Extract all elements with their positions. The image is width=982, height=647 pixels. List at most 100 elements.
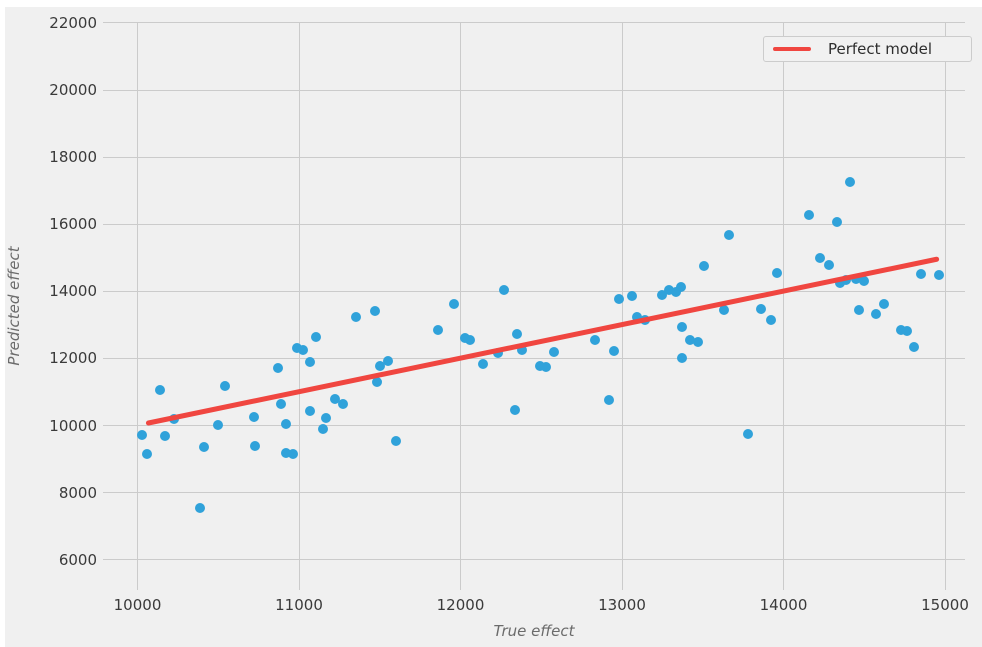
figure-background bbox=[5, 7, 982, 647]
scatter-point bbox=[465, 335, 476, 346]
scatter-point bbox=[684, 334, 695, 345]
legend: Perfect model bbox=[763, 36, 972, 62]
scatter-point bbox=[541, 362, 552, 373]
y-gridline bbox=[103, 357, 965, 359]
scatter-point bbox=[382, 355, 393, 366]
scatter-point bbox=[291, 342, 302, 353]
scatter-point bbox=[276, 398, 287, 409]
y-tick-label: 20000 bbox=[49, 81, 97, 99]
scatter-point bbox=[287, 449, 298, 460]
scatter-point bbox=[155, 384, 166, 395]
y-tick-label: 10000 bbox=[49, 416, 97, 435]
scatter-point bbox=[492, 348, 503, 359]
scatter-point bbox=[512, 328, 523, 339]
x-axis-label: True effect bbox=[493, 622, 575, 640]
scatter-point bbox=[676, 321, 687, 332]
scatter-point bbox=[318, 423, 329, 434]
scatter-point bbox=[374, 361, 385, 372]
scatter-point bbox=[656, 290, 667, 301]
scatter-point bbox=[281, 419, 292, 430]
scatter-point bbox=[765, 314, 776, 325]
y-axis-label: Predicted effect bbox=[5, 246, 23, 366]
x-gridline bbox=[944, 22, 946, 590]
scatter-point bbox=[351, 311, 362, 322]
scatter-point bbox=[589, 335, 600, 346]
scatter-point bbox=[432, 324, 443, 335]
y-gridline bbox=[103, 492, 965, 494]
scatter-point bbox=[859, 275, 870, 286]
y-gridline bbox=[103, 290, 965, 292]
scatter-point bbox=[878, 298, 889, 309]
y-gridline bbox=[103, 22, 965, 24]
x-tick-label: 10000 bbox=[113, 596, 162, 614]
y-gridline bbox=[103, 89, 965, 91]
scatter-point bbox=[902, 326, 913, 337]
scatter-point bbox=[321, 413, 332, 424]
scatter-point bbox=[772, 267, 783, 278]
scatter-point bbox=[371, 377, 382, 388]
scatter-point bbox=[305, 406, 316, 417]
scatter-point bbox=[699, 261, 710, 272]
y-tick-label: 16000 bbox=[49, 215, 97, 234]
scatter-point bbox=[844, 176, 855, 187]
legend-label: Perfect model bbox=[828, 40, 933, 58]
scatter-point bbox=[718, 304, 729, 315]
scatter-point bbox=[671, 286, 682, 297]
legend-line-sample bbox=[773, 47, 811, 51]
x-tick-label: 15000 bbox=[921, 596, 969, 614]
scatter-point bbox=[663, 284, 674, 295]
scatter-point bbox=[213, 420, 224, 431]
scatter-point bbox=[219, 380, 230, 391]
scatter-point bbox=[676, 353, 687, 364]
scatter-point bbox=[478, 359, 489, 370]
scatter-point bbox=[549, 347, 560, 358]
scatter-point bbox=[281, 448, 292, 458]
scatter-point bbox=[604, 394, 615, 405]
scatter-point bbox=[510, 405, 521, 416]
x-gridline bbox=[460, 22, 461, 590]
x-tick-label: 12000 bbox=[436, 596, 485, 614]
x-gridline bbox=[621, 22, 623, 590]
scatter-point bbox=[337, 399, 348, 410]
scatter-point bbox=[854, 305, 865, 316]
scatter-point bbox=[499, 285, 510, 296]
scatter-point bbox=[369, 306, 380, 317]
scatter-point bbox=[329, 393, 340, 404]
scatter-point bbox=[608, 345, 619, 356]
scatter-point bbox=[723, 229, 734, 240]
scatter-point bbox=[159, 431, 170, 442]
y-tick-label: 18000 bbox=[49, 148, 97, 167]
scatter-point bbox=[631, 312, 642, 323]
scatter-point bbox=[851, 274, 862, 285]
scatter-point bbox=[613, 294, 624, 305]
scatter-point bbox=[692, 336, 703, 347]
y-tick-label: 6000 bbox=[58, 550, 97, 569]
scatter-point bbox=[273, 362, 283, 373]
scatter-point bbox=[449, 299, 460, 310]
scatter-point bbox=[831, 216, 842, 227]
scatter-point bbox=[823, 259, 834, 270]
scatter-point bbox=[534, 361, 545, 372]
scatter-point bbox=[198, 441, 209, 452]
x-gridline bbox=[783, 22, 784, 590]
y-gridline bbox=[103, 223, 965, 225]
y-gridline bbox=[103, 425, 965, 426]
scatter-point bbox=[142, 449, 153, 460]
scatter-point bbox=[835, 278, 846, 289]
y-gridline bbox=[103, 156, 965, 158]
y-tick-label: 14000 bbox=[49, 282, 97, 301]
y-tick-label: 8000 bbox=[58, 483, 97, 502]
scatter-point bbox=[305, 356, 316, 367]
scatter-point bbox=[933, 269, 944, 280]
y-gridline bbox=[103, 559, 965, 561]
scatter-point bbox=[310, 331, 321, 342]
scatter-point bbox=[909, 341, 920, 352]
scatter-point bbox=[742, 428, 753, 439]
scatter-point bbox=[250, 441, 261, 452]
perfect-model-line bbox=[145, 256, 940, 427]
scatter-point bbox=[675, 282, 686, 293]
x-tick-label: 13000 bbox=[598, 596, 646, 614]
scatter-point bbox=[627, 290, 638, 301]
